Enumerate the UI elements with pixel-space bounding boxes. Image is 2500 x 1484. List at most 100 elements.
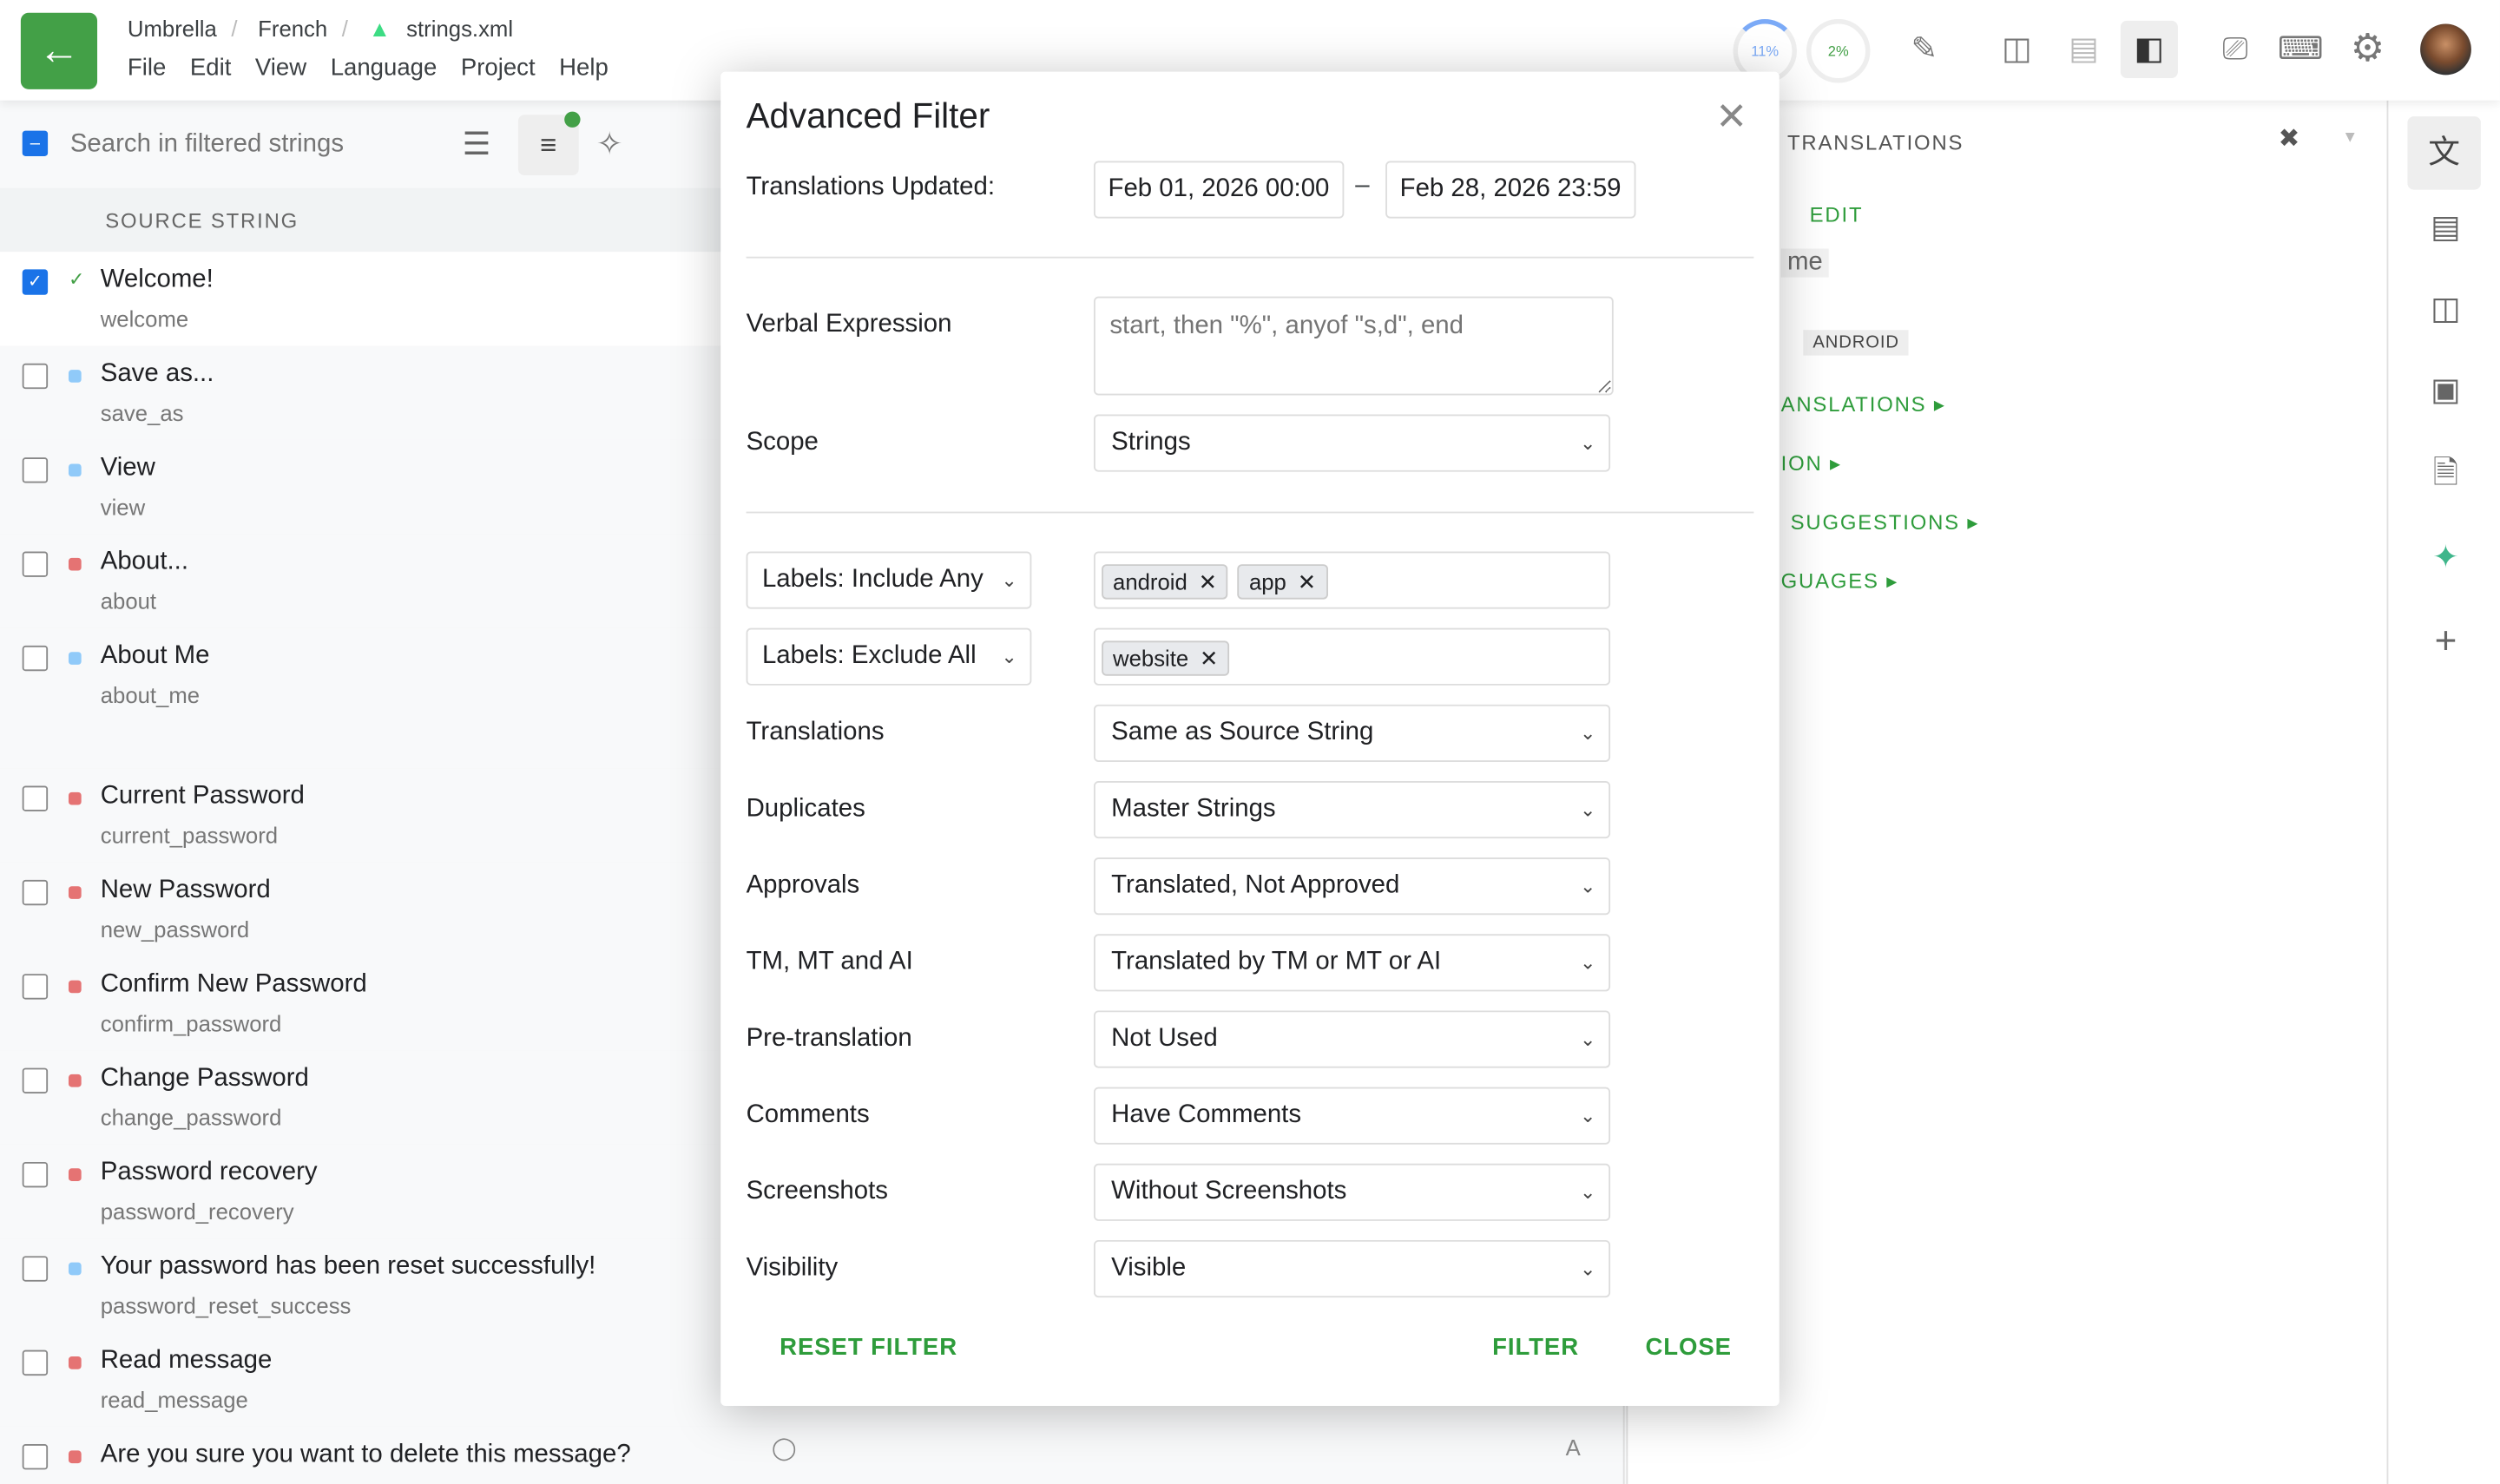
source-text: About... (100, 548, 189, 576)
translate-icon[interactable]: 文 (2407, 116, 2481, 190)
reset-filter-button[interactable]: RESET FILTER (780, 1334, 958, 1362)
chevron-down-icon: ⌄ (1580, 1180, 1596, 1204)
keyboard-icon[interactable]: ⌨ (2277, 31, 2324, 68)
label-chip: android ✕ (1102, 564, 1229, 600)
filter-select[interactable]: Have Comments ⌄ (1093, 1087, 1611, 1145)
source-text: Save as... (100, 360, 214, 388)
string-key: welcome (100, 305, 189, 332)
add-icon[interactable]: + (2434, 620, 2457, 664)
tag-icon[interactable]: ◯ (771, 1435, 797, 1461)
updated-label: Translations Updated: (746, 174, 995, 201)
menu-project[interactable]: Project (460, 54, 536, 82)
menu-edit[interactable]: Edit (189, 54, 232, 82)
string-key: about (100, 588, 157, 614)
file-info-icon[interactable]: 🗎 (2432, 456, 2459, 491)
back-button[interactable]: ← (20, 12, 98, 89)
filter-label: Visibility (746, 1254, 839, 1282)
string-key: password_recovery (100, 1198, 294, 1225)
filter-select[interactable]: Translated by TM or MT or AI ⌄ (1093, 934, 1611, 992)
menu-view[interactable]: View (254, 54, 307, 82)
status-indicator (68, 1262, 82, 1276)
row-checkbox[interactable] (22, 1349, 49, 1376)
layout-sidebar-icon[interactable]: ◫ (2002, 31, 2032, 68)
source-text: Change Password (100, 1064, 309, 1093)
status-indicator (68, 1074, 82, 1087)
string-key: new_password (100, 916, 250, 942)
section-suggestions[interactable]: SUGGESTIONS ▸ (1790, 509, 1980, 535)
row-checkbox[interactable] (22, 551, 49, 577)
chevron-down-icon: ⌄ (1580, 875, 1596, 898)
row-checkbox[interactable] (22, 974, 49, 1000)
row-checkbox[interactable]: ✓ (22, 269, 49, 295)
row-checkbox[interactable] (22, 1256, 49, 1282)
filter-active-dot (564, 111, 581, 128)
close-button[interactable]: CLOSE (1645, 1334, 1733, 1362)
filter-select[interactable]: Without Screenshots ⌄ (1093, 1163, 1611, 1221)
context-icon[interactable]: ◫ (2431, 292, 2461, 327)
verbal-expression-input[interactable] (1093, 296, 1614, 396)
row-checkbox[interactable] (22, 1444, 49, 1470)
select-all-checkbox[interactable]: – (22, 130, 49, 156)
avatar[interactable] (2420, 23, 2471, 76)
string-row[interactable]: Are you sure you want to delete this mes… (0, 1426, 1627, 1484)
edit-button[interactable]: EDIT (1809, 202, 1864, 227)
sliders-icon[interactable]: ☰ (462, 127, 491, 163)
section-languages[interactable]: GUAGES ▸ (1780, 568, 1899, 594)
dropdown-icon[interactable]: ▼ (2342, 128, 2359, 147)
filter-select[interactable]: Not Used ⌄ (1093, 1010, 1611, 1068)
section-ion[interactable]: ION ▸ (1780, 450, 1842, 476)
date-from-input[interactable]: Feb 01, 2026 00:00 (1093, 161, 1344, 219)
breadcrumb-file[interactable]: strings.xml (406, 16, 514, 42)
gear-icon[interactable]: ⚙ (2350, 27, 2385, 70)
labels-exclude-select[interactable]: Labels: Exclude All ⌄ (746, 627, 1032, 686)
string-key: read_message (100, 1386, 248, 1413)
string-key: password_reset_success (100, 1292, 352, 1318)
layout-bottom-icon[interactable]: ▤ (2069, 31, 2099, 68)
filter-select[interactable]: Same as Source String ⌄ (1093, 704, 1611, 762)
menu-help[interactable]: Help (559, 54, 609, 82)
filter-select[interactable]: Master Strings ⌄ (1093, 780, 1611, 839)
puzzle-icon[interactable]: ✧ (595, 127, 623, 163)
source-text: Read message (100, 1347, 273, 1375)
date-to-input[interactable]: Feb 28, 2026 23:59 (1385, 161, 1636, 219)
row-checkbox[interactable] (22, 1161, 49, 1188)
remove-chip-icon[interactable]: ✕ (1198, 568, 1218, 595)
row-checkbox[interactable] (22, 785, 49, 811)
row-checkbox[interactable] (22, 457, 49, 483)
section-translations[interactable]: ANSLATIONS ▸ (1780, 391, 1946, 417)
dialog-title: Advanced Filter (746, 95, 990, 136)
translations-title: TRANSLATIONS (1786, 130, 1964, 155)
row-checkbox[interactable] (22, 1067, 49, 1093)
menu-language[interactable]: Language (330, 54, 438, 82)
verbal-label: Verbal Expression (746, 311, 952, 338)
status-indicator (68, 791, 82, 805)
row-checkbox[interactable] (22, 645, 49, 672)
breadcrumb-language[interactable]: French (258, 16, 328, 42)
row-checkbox[interactable] (22, 363, 49, 390)
filter-select[interactable]: Visible ⌄ (1093, 1239, 1611, 1298)
pin-icon[interactable]: ✖ (2278, 126, 2300, 154)
glossary-icon[interactable]: ▣ (2431, 372, 2461, 409)
edit-list-icon[interactable]: ✎ (1911, 31, 1938, 68)
close-icon[interactable]: ✕ (1715, 95, 1748, 139)
filter-button[interactable]: FILTER (1492, 1334, 1580, 1362)
layout-side-by-side-icon[interactable]: ◧ (2120, 20, 2178, 78)
labels-include-select[interactable]: Labels: Include Any ⌄ (746, 551, 1032, 609)
menu-file[interactable]: File (127, 54, 167, 82)
spellcheck-icon[interactable]: A (1565, 1435, 1581, 1461)
exclude-labels-input[interactable]: website ✕ (1093, 627, 1611, 686)
search-input[interactable] (67, 124, 440, 167)
include-labels-input[interactable]: android ✕ app ✕ (1093, 551, 1611, 609)
row-checkbox[interactable] (22, 879, 49, 906)
terminal-icon[interactable]: ⎚ (2222, 31, 2248, 68)
source-string-header: SOURCE STRING (105, 208, 299, 233)
translation-text: me (1780, 248, 1830, 278)
filter-select[interactable]: Translated, Not Approved ⌄ (1093, 857, 1611, 916)
breadcrumb-project[interactable]: Umbrella (127, 16, 217, 42)
remove-chip-icon[interactable]: ✕ (1200, 645, 1219, 672)
scope-select[interactable]: Strings ⌄ (1093, 414, 1611, 472)
comments-icon[interactable]: ▤ (2431, 210, 2461, 246)
remove-chip-icon[interactable]: ✕ (1297, 568, 1317, 595)
ai-icon[interactable]: ✦ (2432, 540, 2459, 576)
approved-progress[interactable]: 2% (1806, 19, 1871, 83)
